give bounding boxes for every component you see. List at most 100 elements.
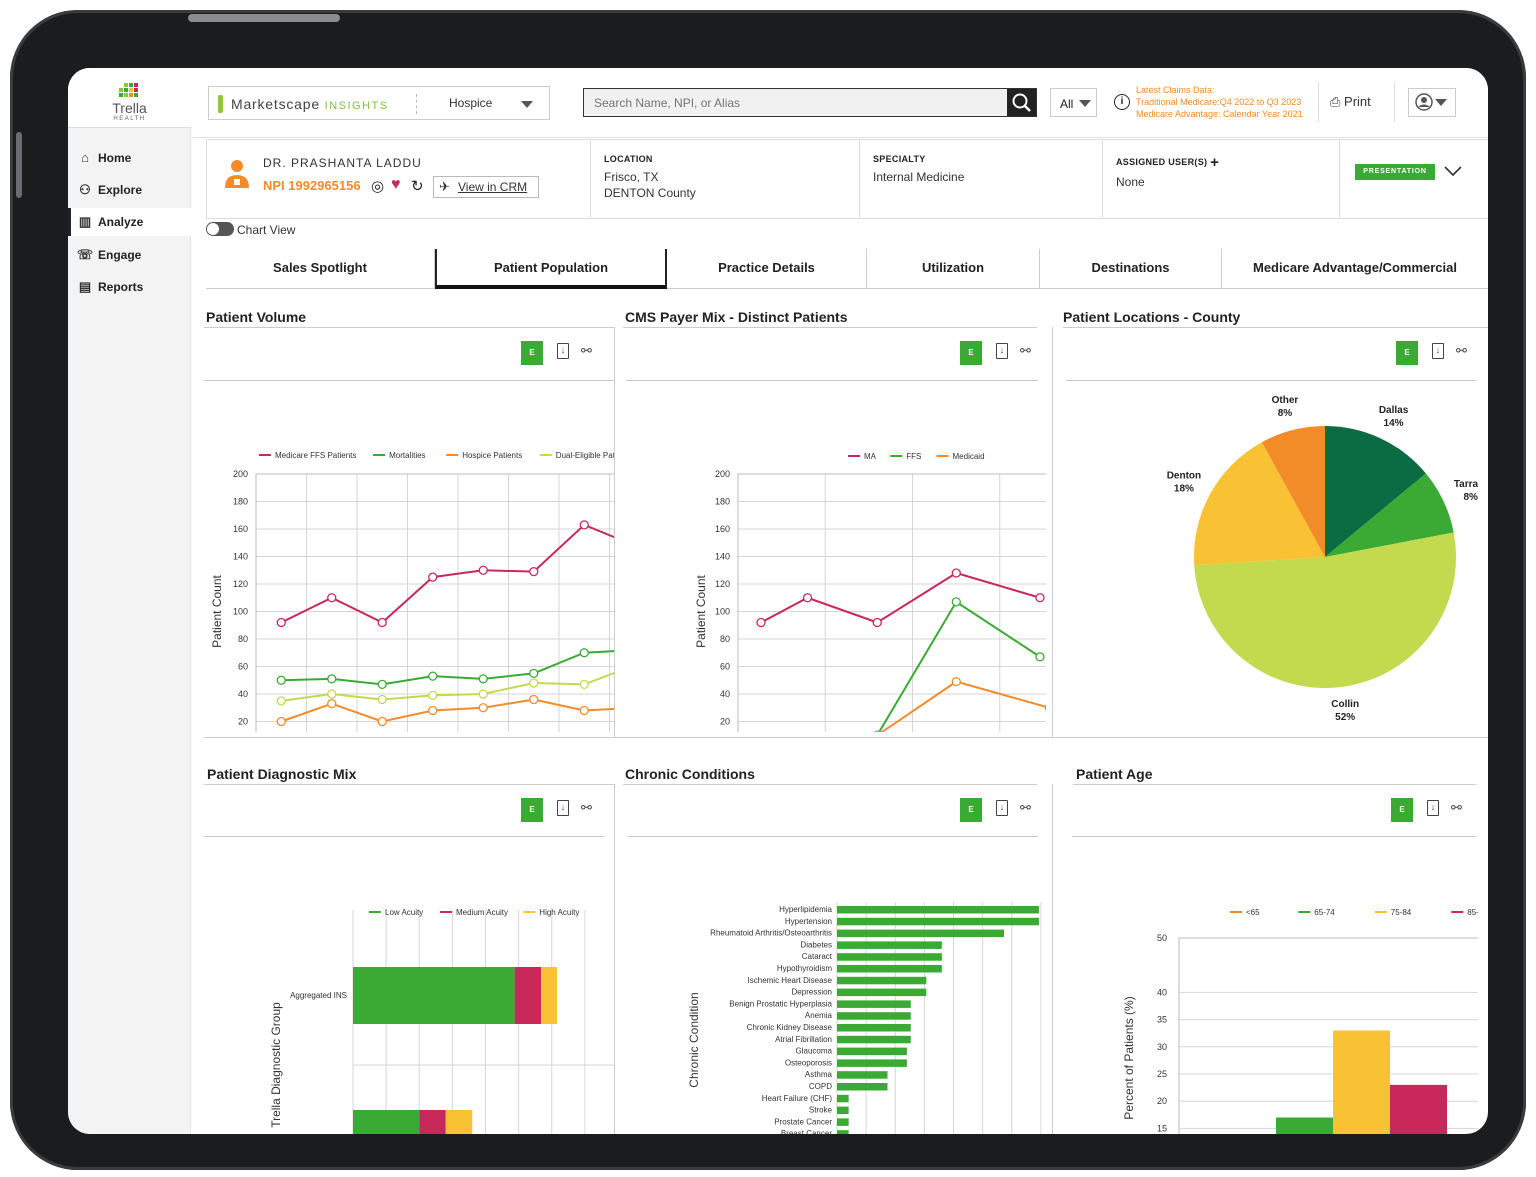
data-point [1035, 652, 1045, 662]
slice-label: Denton [1167, 470, 1201, 481]
pie-slice [1325, 473, 1454, 557]
heart-icon[interactable]: ♥ [391, 176, 401, 193]
search-filter-dropdown[interactable]: All [1050, 88, 1097, 117]
logo-mark-icon [118, 83, 142, 97]
link-icon[interactable]: ⚯ [1451, 800, 1462, 815]
export-excel-button[interactable]: E [521, 798, 543, 822]
link-icon[interactable]: ⚯ [1020, 343, 1031, 358]
panel-rule [626, 380, 1038, 381]
y-tick-label: Hypertension [785, 917, 832, 926]
data-point [478, 674, 488, 684]
download-icon[interactable]: ↓ [996, 343, 1008, 359]
chevron-down-icon[interactable] [1443, 165, 1463, 177]
claims-line-ma: Medicare Advantage: Calendar Year 2021 [1136, 109, 1303, 119]
location-label: LOCATION [604, 154, 653, 164]
slice-value: 8% [1278, 408, 1293, 419]
presentation-button[interactable]: PRESENTATION [1355, 164, 1435, 180]
download-icon[interactable]: ↓ [996, 800, 1008, 816]
tab-patient-population[interactable]: Patient Population [435, 249, 667, 289]
link-icon[interactable]: ⚯ [581, 800, 592, 815]
download-icon[interactable]: ↓ [557, 800, 569, 816]
user-menu-button[interactable] [1408, 88, 1456, 117]
bar [837, 1071, 888, 1079]
product-selector[interactable]: Marketscape INSIGHTS Hospice [208, 86, 550, 120]
y-tick-label: 200 [233, 469, 248, 479]
search-input[interactable] [584, 89, 1008, 116]
download-icon[interactable]: ↓ [1427, 800, 1439, 816]
bar [1276, 1117, 1333, 1134]
legend-label: Medium Acuity [456, 908, 508, 917]
data-point [579, 705, 589, 716]
info-icon[interactable]: i [1114, 94, 1130, 110]
chronic-conditions-chart: Hyperlipidemia Hypertension Rheumatoid Art… [687, 902, 1042, 1134]
tab-utilization[interactable]: Utilization [867, 249, 1040, 289]
tab-destinations[interactable]: Destinations [1040, 249, 1222, 289]
chart-view-label: Chart View [237, 223, 296, 237]
y-tick-label: Heart Failure (CHF) [762, 1094, 833, 1103]
nav-explore[interactable]: ⚇ Explore [68, 176, 191, 204]
print-button[interactable]: ⎙ Print [1330, 88, 1390, 117]
bar [837, 1059, 907, 1067]
nav-reports[interactable]: ▤ Reports [68, 273, 191, 301]
trella-logo[interactable]: Trella HEALTH [68, 68, 191, 128]
stacked-bar-segment [353, 967, 515, 1024]
data-point [1035, 593, 1045, 603]
nav-analyze[interactable]: ▥ Analyze [68, 208, 191, 236]
tab-medicare-advantage-commercial[interactable]: Medicare Advantage/Commercial [1253, 260, 1457, 275]
export-excel-button[interactable]: E [1396, 341, 1418, 365]
claims-data-note: Latest Claims Data: Traditional Medicare… [1136, 84, 1336, 120]
y-tick-label: 20 [238, 717, 248, 727]
data-point [276, 617, 286, 628]
nav-label: Home [98, 151, 132, 165]
y-tick-label: 15 [1157, 1123, 1167, 1133]
download-icon[interactable]: ↓ [1432, 343, 1444, 359]
search-button[interactable] [1007, 89, 1036, 116]
bar [837, 1035, 911, 1044]
series-line [760, 571, 1041, 624]
legend-label: <65 [1246, 908, 1260, 917]
stacked-bar-segment [353, 1110, 420, 1134]
nav-label: Explore [98, 183, 143, 197]
link-icon[interactable]: ⚯ [581, 343, 592, 358]
export-excel-button[interactable]: E [1391, 798, 1413, 822]
slice-label: Tarrant [1454, 479, 1478, 490]
export-excel-button[interactable]: E [960, 798, 982, 822]
stacked-bar-segment [514, 967, 542, 1024]
panel-rule [204, 784, 615, 785]
tab-sales-spotlight[interactable]: Sales Spotlight [206, 249, 435, 289]
specialty-cell: SPECIALTY Internal Medicine [860, 140, 1103, 218]
tab-practice-details[interactable]: Practice Details [667, 249, 867, 289]
export-excel-button[interactable]: E [521, 341, 543, 365]
data-point [428, 671, 438, 681]
link-icon[interactable]: ⚯ [1020, 800, 1031, 815]
link-icon[interactable]: ⚯ [1456, 343, 1467, 358]
series-line [280, 698, 614, 723]
slice-label: Collin [1331, 699, 1359, 710]
nav-engage[interactable]: ☏ Engage [68, 241, 191, 269]
series-line [281, 650, 614, 686]
y-tick-label: 40 [1157, 987, 1167, 997]
bar-chart-icon: ▥ [78, 214, 92, 229]
provider-profile-bar: DR. PRASHANTA LADDU NPI 1992965156 ◎ ♥ ↻… [206, 139, 1488, 219]
data-point [579, 679, 589, 690]
printer-icon: ⎙ [1330, 94, 1341, 109]
bar [1390, 1084, 1447, 1134]
legend-label: Medicare FFS Patients [275, 451, 356, 460]
user-avatar-icon [1415, 93, 1447, 111]
target-icon[interactable]: ◎ [371, 178, 385, 195]
chevron-down-icon [1079, 100, 1091, 107]
refresh-icon[interactable]: ↻ [411, 178, 424, 195]
chart-view-toggle[interactable] [206, 222, 234, 236]
data-point [276, 716, 286, 727]
panel-rule [628, 836, 1038, 837]
export-excel-button[interactable]: E [960, 341, 982, 365]
bar [837, 1012, 911, 1020]
nav-home[interactable]: ⌂ Home [68, 144, 191, 172]
panel-rule [204, 836, 604, 837]
y-axis-label: Chronic Condition [687, 992, 701, 1087]
download-icon[interactable]: ↓ [557, 343, 569, 359]
add-user-icon[interactable]: + [1210, 154, 1220, 171]
y-tick-label: Breast Cancer [781, 1129, 832, 1134]
view-in-crm-button[interactable]: ✈ View in CRM [433, 176, 539, 198]
data-point [529, 566, 539, 577]
